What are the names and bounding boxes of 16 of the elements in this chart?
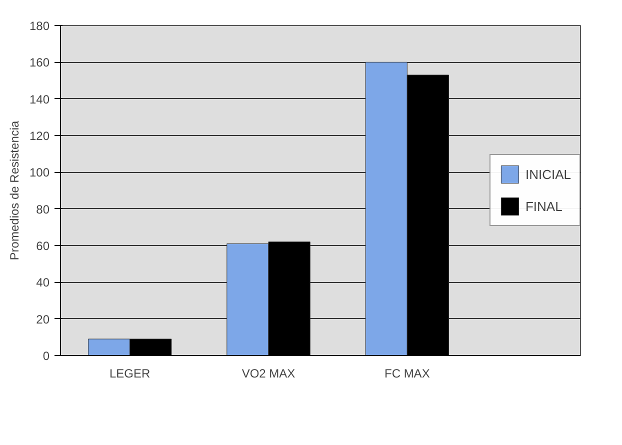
x-tick-label: LEGER bbox=[109, 366, 151, 380]
y-tick-label: 100 bbox=[29, 166, 50, 180]
y-axis-title: Promedios de Resistencia bbox=[7, 120, 22, 260]
legend-label: INICIAL bbox=[525, 166, 571, 182]
y-tick-label: 120 bbox=[29, 129, 50, 143]
y-tick-label: 20 bbox=[36, 312, 50, 326]
y-tick-label: 140 bbox=[29, 92, 50, 106]
x-tick-label: VO2 MAX bbox=[242, 366, 296, 380]
legend-label: FINAL bbox=[525, 198, 562, 214]
x-tick-label: FC MAX bbox=[384, 366, 430, 380]
y-tick-label: 0 bbox=[42, 349, 50, 363]
y-tick-label: 80 bbox=[36, 202, 50, 216]
y-tick-label: 160 bbox=[29, 56, 50, 70]
y-tick-label: 40 bbox=[36, 276, 50, 290]
y-tick-label: 60 bbox=[36, 239, 50, 253]
y-tick-label: 180 bbox=[29, 19, 50, 33]
